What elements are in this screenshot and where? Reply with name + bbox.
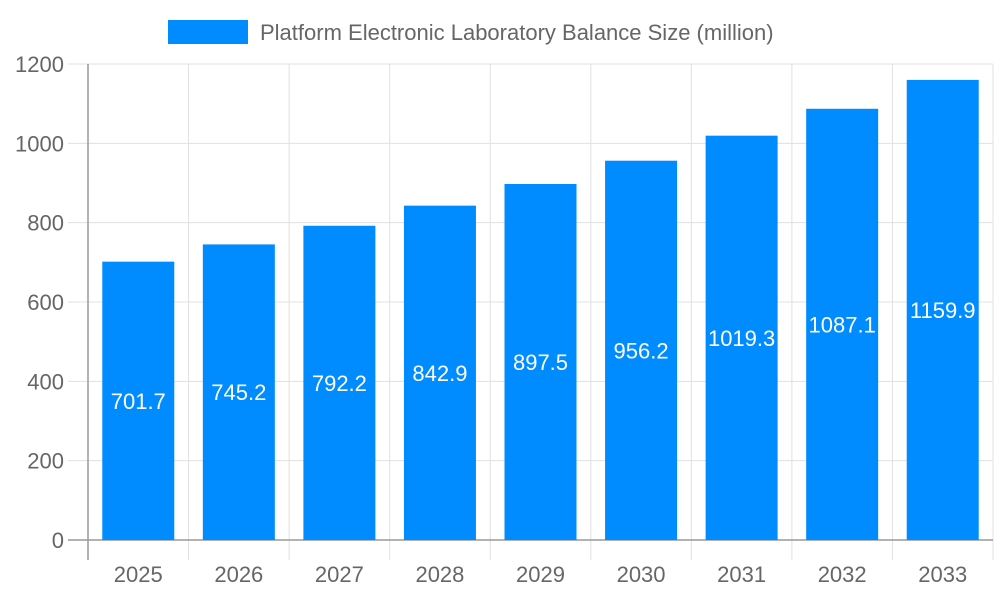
data-label: 897.5: [513, 350, 568, 375]
legend-swatch: [168, 20, 248, 44]
x-tick-label: 2033: [918, 562, 967, 587]
bar: [705, 135, 778, 540]
bar: [806, 108, 879, 541]
data-label: 701.7: [111, 389, 166, 414]
y-tick-label: 0: [52, 528, 64, 553]
bar: [102, 261, 175, 540]
bar: [504, 183, 577, 540]
bar: [605, 160, 678, 540]
y-tick-label: 600: [27, 290, 64, 315]
bar: [303, 225, 376, 540]
data-labels: 701.7 745.2 792.2 842.9 897.5 956.2 1019.3 1087…: [111, 298, 976, 414]
bar: [906, 79, 979, 540]
x-tick-label: 2028: [415, 562, 464, 587]
bar: [403, 205, 476, 541]
x-tick-label: 2027: [315, 562, 364, 587]
data-label: 1087.1: [809, 312, 876, 337]
x-tick-label: 2029: [516, 562, 565, 587]
x-tick-label: 2026: [214, 562, 263, 587]
legend: Platform Electronic Laboratory Balance S…: [168, 20, 774, 45]
y-tick-label: 1200: [15, 52, 64, 77]
y-axis: 0 200 400 600 800 1000 1200: [15, 52, 64, 553]
x-axis: 2025 2026 2027 2028 2029 2030 2031 2032 2033: [114, 562, 967, 587]
legend-label: Platform Electronic Laboratory Balance S…: [260, 20, 774, 45]
x-tick-label: 2032: [818, 562, 867, 587]
bars: [102, 79, 979, 541]
y-tick-label: 800: [27, 211, 64, 236]
x-tick-label: 2031: [717, 562, 766, 587]
y-tick-label: 200: [27, 449, 64, 474]
data-label: 745.2: [211, 380, 266, 405]
data-label: 1159.9: [910, 298, 976, 323]
data-label: 956.2: [614, 338, 669, 363]
x-tick-label: 2030: [617, 562, 666, 587]
y-tick-label: 1000: [15, 131, 64, 156]
y-tick-label: 400: [27, 369, 64, 394]
data-label: 792.2: [312, 371, 367, 396]
data-label: 1019.3: [708, 326, 775, 351]
bar: [202, 244, 275, 541]
data-label: 842.9: [412, 361, 467, 386]
x-tick-label: 2025: [114, 562, 163, 587]
